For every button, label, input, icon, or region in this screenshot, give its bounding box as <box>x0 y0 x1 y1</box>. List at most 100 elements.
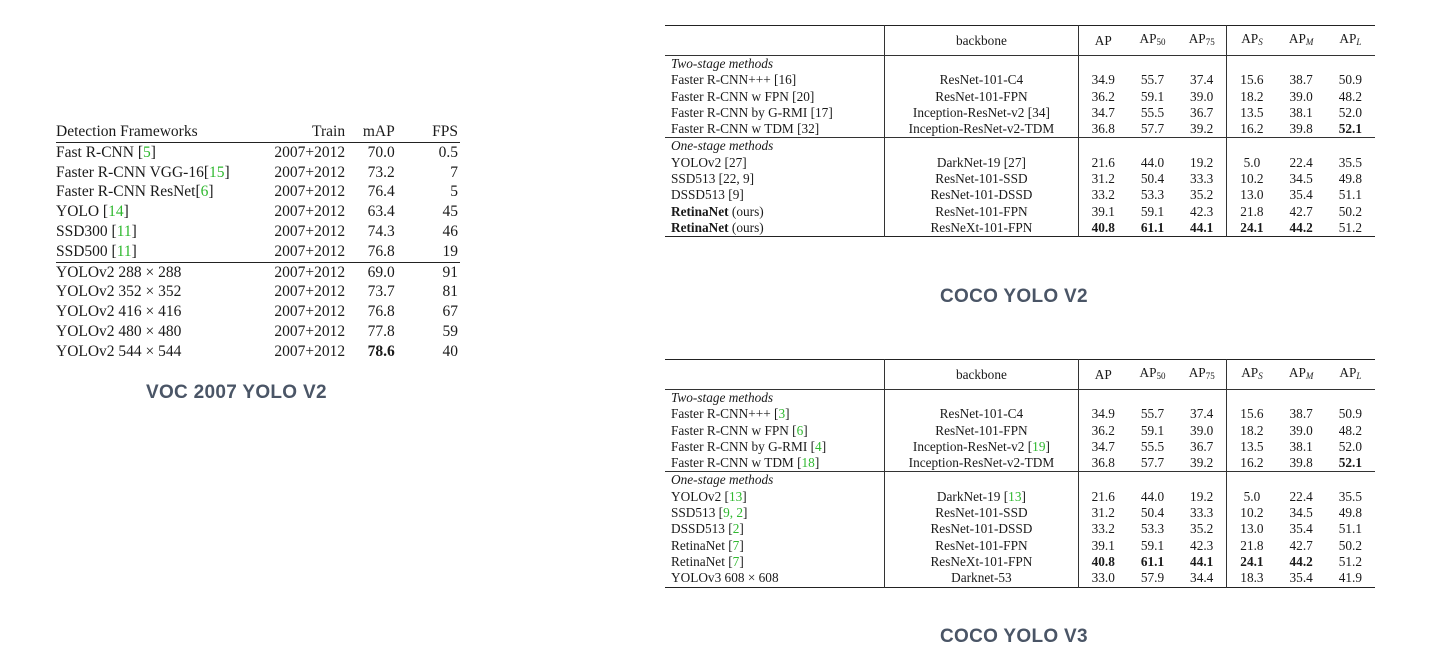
header-apl: APL <box>1325 359 1375 390</box>
citation-link: 11 <box>116 242 132 260</box>
header-apm: APM <box>1276 359 1326 390</box>
coco-v2-results-table: backbone AP AP50 AP75 APS APM APL Two-st… <box>665 25 1375 238</box>
metric-cell: 51.2 <box>1338 553 1363 569</box>
map-cell: 77.8 <box>367 322 395 340</box>
metric-cell: 59.1 <box>1140 537 1165 553</box>
header-backbone: backbone <box>884 359 1079 390</box>
table-row: YOLOv2 288 × 288 2007+2012 69.0 91 <box>56 261 460 283</box>
section-row: One-stage methods <box>665 471 1375 489</box>
table-row: DSSD513 [2] ResNet-101-DSSD 33.2 53.3 35.2 13… <box>665 521 1375 538</box>
metric-cell: 48.2 <box>1338 422 1363 438</box>
map-cell: 76.8 <box>367 303 395 321</box>
method-cell: Faster R-CNN w TDM [32] <box>671 121 820 137</box>
metric-cell: 44.0 <box>1140 488 1165 504</box>
header-backbone: backbone <box>884 25 1079 56</box>
header-detection-frameworks: Detection Frameworks <box>56 122 264 143</box>
citation-link: 7 <box>732 553 740 569</box>
fps-cell: 19 <box>442 242 459 260</box>
citation-link: 18 <box>801 455 815 471</box>
metric-cell: 36.7 <box>1190 104 1214 120</box>
framework-cell: YOLOv2 480 × 480 <box>56 322 182 340</box>
map-cell: 74.3 <box>367 222 395 240</box>
fps-cell: 0.5 <box>438 143 458 161</box>
fps-cell: 91 <box>394 261 460 283</box>
fps-cell: 45 <box>442 203 459 221</box>
map-cell: 70.0 <box>367 143 395 161</box>
metric-cell: 37.4 <box>1190 406 1214 422</box>
metric-cell: 50.9 <box>1338 72 1363 88</box>
method-cell: SSD513 [9, 2] <box>671 505 748 521</box>
section-label: One-stage methods <box>665 137 885 155</box>
table-row: Faster R-CNN+++ [16] ResNet-101-C4 34.9 55.… <box>665 72 1375 89</box>
metric-cell: 50.9 <box>1338 406 1363 422</box>
citation-link: 6 <box>796 422 804 438</box>
backbone-cell: ResNet-101-FPN <box>884 203 1079 220</box>
metric-cell: 42.7 <box>1289 203 1313 219</box>
fps-cell: 5 <box>450 183 458 201</box>
metric-cell: 24.1 <box>1226 219 1277 237</box>
header-aps: APS <box>1226 25 1277 56</box>
citation-link: 13 <box>1008 488 1022 504</box>
metric-cell: 13.0 <box>1226 521 1277 538</box>
train-cell: 2007+2012 <box>274 322 346 340</box>
metric-cell: 36.2 <box>1091 88 1115 104</box>
metric-cell: 35.5 <box>1338 488 1363 504</box>
metric-cell: 39.0 <box>1190 88 1214 104</box>
train-cell: 2007+2012 <box>274 242 346 260</box>
metric-cell: 34.4 <box>1190 570 1214 586</box>
framework-cell: YOLO [14] <box>56 203 129 221</box>
citation-link: 14 <box>108 203 124 221</box>
metric-cell: 18.3 <box>1226 570 1277 588</box>
method-cell: Faster R-CNN w FPN [20] <box>671 88 815 104</box>
section-label: Two-stage methods <box>671 56 774 71</box>
train-cell: 2007+2012 <box>274 222 346 240</box>
table-row: Faster R-CNN+++ [3] ResNet-101-C4 34.9 55.7… <box>665 406 1375 423</box>
table-row: DSSD513 [9] ResNet-101-DSSD 33.2 53.3 35.2 13… <box>665 187 1375 204</box>
metric-cell: 57.7 <box>1140 121 1165 137</box>
metric-cell: 5.0 <box>1226 154 1277 172</box>
metric-cell: 48.2 <box>1338 88 1363 104</box>
metric-cell: 55.7 <box>1140 406 1165 422</box>
metric-cell: 49.8 <box>1338 171 1363 187</box>
metric-cell: 24.1 <box>1226 553 1277 571</box>
metric-cell: 39.0 <box>1289 422 1313 438</box>
backbone-cell: ResNet-101-FPN <box>884 422 1079 439</box>
section-label: Two-stage methods <box>671 390 774 405</box>
metric-cell: 59.1 <box>1140 203 1165 219</box>
metric-cell: 13.5 <box>1226 104 1277 122</box>
method-cell: RetinaNet (ours) <box>671 203 764 219</box>
map-cell: 73.7 <box>367 283 395 301</box>
table-row: SSD300 [11] 2007+2012 74.3 46 <box>56 222 460 242</box>
method-cell: DSSD513 [2] <box>671 521 744 537</box>
table-row: YOLO [14] 2007+2012 63.4 45 <box>56 202 460 222</box>
header-ap75: AP75 <box>1177 359 1227 390</box>
metric-cell: 52.1 <box>1338 121 1363 137</box>
backbone-cell: ResNet-101-DSSD <box>884 521 1079 538</box>
metric-cell: 40.8 <box>1091 219 1115 235</box>
metric-cell: 52.0 <box>1338 438 1363 454</box>
metric-cell: 16.2 <box>1226 121 1277 138</box>
framework-cell: YOLOv2 544 × 544 <box>56 342 182 360</box>
header-aps: APS <box>1226 359 1277 390</box>
metric-cell: 39.8 <box>1289 121 1313 137</box>
backbone-cell: Inception-ResNet-v2-TDM <box>884 455 1079 472</box>
metric-cell: 42.3 <box>1190 203 1214 219</box>
citation-link: 2 <box>732 521 740 537</box>
method-cell: RetinaNet [7] <box>671 537 744 553</box>
metric-cell: 39.0 <box>1289 88 1313 104</box>
method-name: RetinaNet <box>671 219 729 235</box>
table-row: YOLOv3 608 × 608 Darknet-53 33.0 57.9 34.4 18… <box>665 570 1375 588</box>
framework-cell: YOLOv2 416 × 416 <box>56 303 182 321</box>
metric-cell: 50.4 <box>1140 171 1165 187</box>
train-cell: 2007+2012 <box>274 342 346 360</box>
metric-cell: 34.5 <box>1289 171 1313 187</box>
metric-cell: 15.6 <box>1226 72 1277 89</box>
metric-cell: 57.7 <box>1140 455 1165 471</box>
metric-cell: 42.7 <box>1289 537 1313 553</box>
metric-cell: 55.7 <box>1140 72 1165 88</box>
metric-cell: 41.9 <box>1338 570 1363 586</box>
table-row: SSD500 [11] 2007+2012 76.8 19 <box>56 242 460 262</box>
table-row: Fast R-CNN [5] 2007+2012 70.0 0.5 <box>56 142 460 162</box>
metric-cell: 34.5 <box>1289 505 1313 521</box>
fps-cell: 7 <box>450 163 458 181</box>
